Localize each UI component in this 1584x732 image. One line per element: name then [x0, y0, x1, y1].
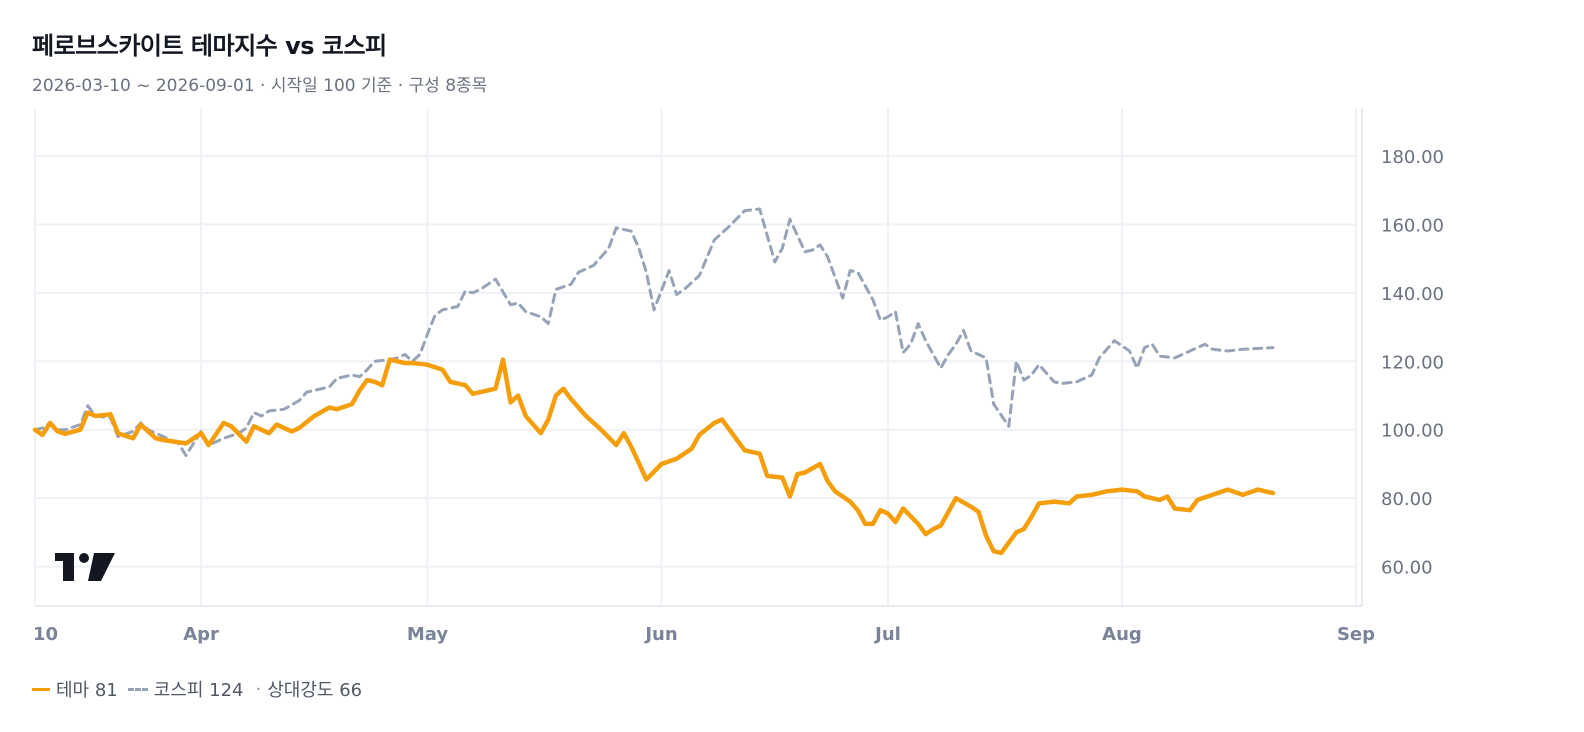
legend-label-kospi: 코스피 124 — [153, 680, 244, 701]
legend-label-theme: 테마 81 — [56, 680, 118, 701]
x-tick-label: Apr — [183, 624, 219, 645]
x-tick-label: May — [407, 624, 449, 645]
legend-separator: · — [255, 678, 262, 700]
legend-item-kospi[interactable]: 코스피 124 — [127, 676, 244, 702]
line-chart[interactable]: 10 Apr May Jun Jul Aug Sep 60.00 80.00 100.00 120.… — [0, 0, 1584, 670]
y-tick-label: 160.00 — [1381, 215, 1444, 236]
tradingview-logo-icon — [55, 553, 115, 581]
legend-item-theme[interactable]: 테마 81 — [32, 676, 118, 702]
chart-subtitle: 2026-03-10 ~ 2026-09-01 · 시작일 100 기준 · 구… — [32, 76, 488, 96]
x-tick-label: Aug — [1102, 624, 1142, 645]
y-tick-label: 180.00 — [1381, 147, 1444, 168]
chart-axes: 10 Apr May Jun Jul Aug Sep 60.00 80.00 100.00 120.… — [33, 108, 1444, 645]
y-tick-label: 80.00 — [1381, 489, 1433, 510]
chart-legend: 테마 81 코스피 124 · 상대강도 66 — [32, 676, 362, 702]
x-tick-label: Jul — [873, 624, 901, 645]
y-tick-label: 100.00 — [1381, 421, 1444, 442]
y-tick-label: 60.00 — [1381, 558, 1433, 579]
y-tick-label: 120.00 — [1381, 352, 1444, 373]
x-tick-label: Sep — [1337, 624, 1375, 645]
chart-grid — [34, 108, 1357, 606]
chart-series — [32, 207, 1276, 556]
legend-relative-strength: 상대강도 66 — [267, 680, 363, 701]
legend-swatch-theme — [32, 687, 50, 691]
legend-swatch-kospi — [127, 687, 148, 691]
series-line-theme — [32, 357, 1276, 556]
x-tick-label: Jun — [643, 624, 677, 645]
x-tick-label: 10 — [33, 624, 58, 645]
chart-title: 페로브스카이트 테마지수 vs 코스피 — [32, 32, 387, 60]
series-line-kospi — [33, 207, 1275, 457]
y-tick-label: 140.00 — [1381, 284, 1444, 305]
